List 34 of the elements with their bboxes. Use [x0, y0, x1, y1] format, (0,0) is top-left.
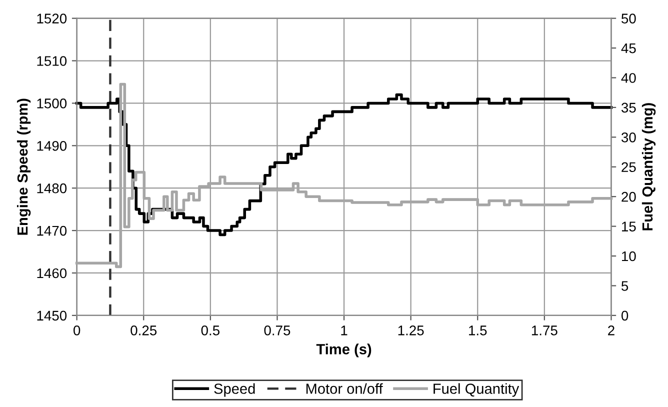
y-tick-label: 1500 [37, 98, 67, 108]
y2-tick-label: 5 [622, 281, 628, 291]
y2-tick-label: 40 [621, 73, 636, 83]
y2-tick-label: 45 [621, 44, 636, 54]
x-tick-label: 1 [341, 326, 348, 336]
y-tick-label: 1470 [37, 226, 67, 236]
y2-tick-label: 10 [622, 251, 636, 262]
x-tick-label: 1.75 [532, 326, 558, 336]
y-axis-title: Engine Speed (rpm) [16, 98, 31, 235]
y2-axis-title: Fuel Quantity (mg) [642, 103, 656, 230]
x-tick-label: 0.5 [201, 326, 220, 336]
y2-tick-label: 25 [622, 162, 636, 172]
y-tick-label: 1520 [37, 14, 67, 24]
x-tick-label: 0 [74, 326, 80, 336]
y2-tick-label: 50 [622, 14, 636, 24]
x-tick-label: 1.5 [469, 326, 487, 336]
y-tick-label: 1460 [37, 268, 67, 278]
y2-tick-label: 15 [622, 222, 636, 232]
x-tick-label: 0.75 [264, 326, 290, 336]
legend-label: Fuel Quantity [434, 383, 520, 397]
legend-label: Speed [214, 383, 255, 397]
x-tick-label: 0.25 [130, 326, 157, 336]
y-tick-label: 1450 [37, 310, 67, 321]
y2-tick-label: 35 [621, 102, 636, 113]
x-axis-title: Time (s) [316, 344, 372, 358]
x-tick-label: 1.25 [398, 326, 424, 336]
y-tick-label: 1480 [37, 183, 67, 194]
y-tick-label: 1490 [37, 140, 67, 151]
y2-tick-label: 30 [621, 132, 636, 142]
y2-tick-label: 0 [621, 310, 628, 321]
y-tick-label: 1510 [37, 56, 67, 66]
x-tick-label: 2 [608, 326, 614, 336]
y2-tick-label: 20 [622, 192, 636, 202]
legend-label: Motor on/off [306, 383, 383, 394]
